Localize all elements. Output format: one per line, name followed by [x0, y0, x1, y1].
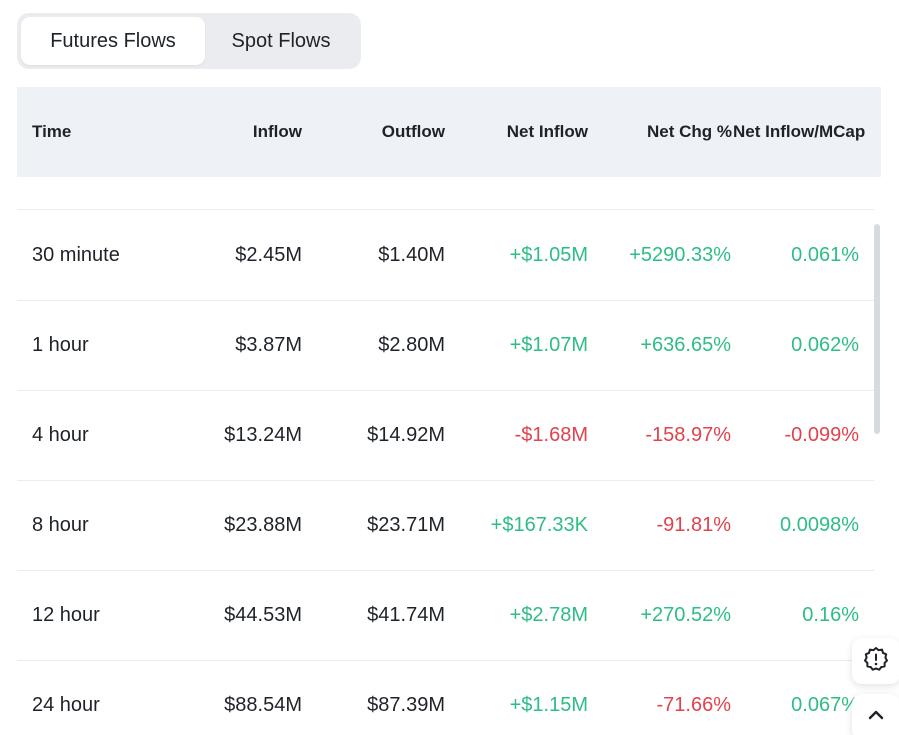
feedback-button[interactable] [852, 638, 899, 684]
cell-time: 4 hour [32, 423, 89, 446]
cell-net-inflow: -$1.68M [514, 423, 588, 446]
header-net-inflow-mcap[interactable]: Net Inflow/MCap [733, 122, 866, 141]
alert-badge-icon [863, 646, 889, 677]
cell-outflow: $2.80M [378, 333, 445, 356]
header-outflow[interactable]: Outflow [381, 122, 445, 141]
chevron-up-icon [865, 704, 887, 731]
table-row: 1 hour $3.87M $2.80M +$1.07M +636.65% 0.… [17, 300, 874, 391]
scroll-to-top-button[interactable] [852, 694, 899, 735]
table-row: 12 hour $44.53M $41.74M +$2.78M +270.52%… [17, 570, 874, 661]
table-row: 8 hour $23.88M $23.71M +$167.33K -91.81%… [17, 480, 874, 571]
header-net-inflow[interactable]: Net Inflow [506, 122, 588, 141]
cell-net-chg: -91.81% [656, 513, 732, 536]
cell-net-inflow-mcap: 0.067% [791, 693, 859, 716]
header-time[interactable]: Time [32, 122, 72, 141]
cell-net-inflow-mcap: 0.061% [791, 243, 859, 266]
cell-inflow: $23.88M [224, 513, 302, 536]
header-net-chg[interactable]: Net Chg % [647, 122, 732, 141]
table-row: 30 minute $2.45M $1.40M +$1.05M +5290.33… [17, 210, 874, 301]
table-row: 24 hour $88.54M $87.39M +$1.15M -71.66% … [17, 660, 874, 735]
cell-inflow: $3.87M [235, 333, 302, 356]
cell-net-inflow: +$2.78M [509, 603, 588, 626]
cell-time: 8 hour [32, 513, 89, 536]
cell-net-chg: -71.66% [656, 693, 732, 716]
cell-net-inflow-mcap: 0.16% [802, 603, 859, 626]
cell-net-inflow: +$1.05M [509, 243, 588, 266]
cell-net-inflow-mcap: -0.099% [784, 423, 860, 446]
cell-outflow: $41.74M [367, 603, 445, 626]
cell-net-chg: +636.65% [640, 333, 731, 356]
tab-spot-flows[interactable]: Spot Flows [231, 29, 331, 52]
table-row: 4 hour $13.24M $14.92M -$1.68M -158.97% … [17, 390, 874, 481]
table-divider [17, 209, 874, 210]
cell-net-chg: -158.97% [645, 423, 731, 446]
cell-time: 1 hour [32, 333, 89, 356]
cell-net-inflow: +$1.15M [509, 693, 588, 716]
cell-net-chg: +5290.33% [629, 243, 731, 266]
cell-time: 24 hour [32, 693, 100, 716]
cell-net-inflow-mcap: 0.062% [791, 333, 859, 356]
flow-type-tabs: Futures Flows Spot Flows [17, 13, 361, 69]
cell-net-chg: +270.52% [640, 603, 731, 626]
cell-inflow: $88.54M [224, 693, 302, 716]
cell-outflow: $14.92M [367, 423, 445, 446]
cell-outflow: $23.71M [367, 513, 445, 536]
cell-net-inflow-mcap: 0.0098% [780, 513, 859, 536]
cell-inflow: $2.45M [235, 243, 302, 266]
cell-inflow: $13.24M [224, 423, 302, 446]
cell-time: 12 hour [32, 603, 100, 626]
table-scrollbar[interactable] [874, 224, 880, 434]
cell-inflow: $44.53M [224, 603, 302, 626]
header-inflow[interactable]: Inflow [252, 122, 302, 141]
tab-futures-flows[interactable]: Futures Flows [21, 17, 205, 65]
cell-time: 30 minute [32, 243, 120, 266]
cell-outflow: $87.39M [367, 693, 445, 716]
cell-net-inflow: +$1.07M [509, 333, 588, 356]
cell-net-inflow: +$167.33K [490, 513, 588, 536]
table-header: Time Inflow Outflow Net Inflow Net Chg %… [17, 87, 881, 177]
cell-outflow: $1.40M [378, 243, 445, 266]
